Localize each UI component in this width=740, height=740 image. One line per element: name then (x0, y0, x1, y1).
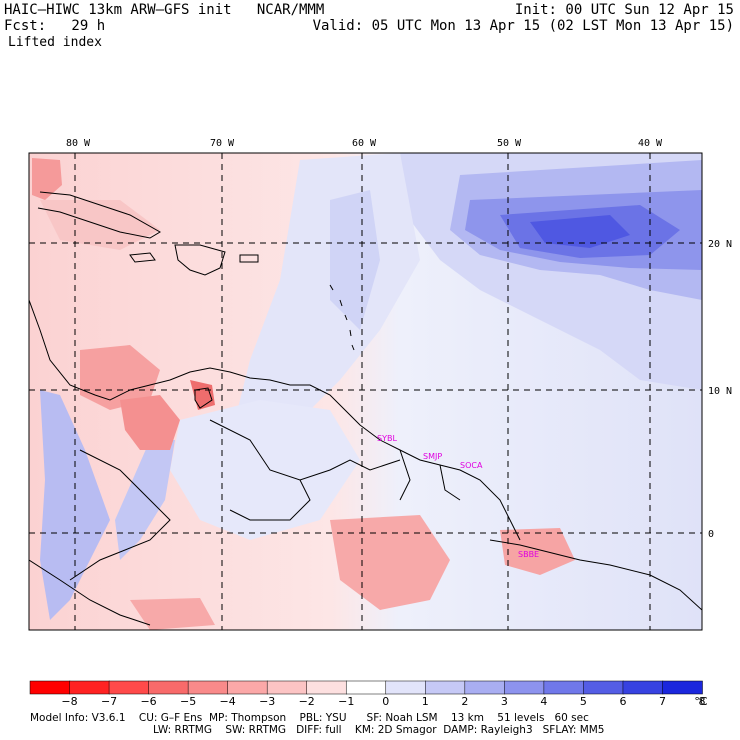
colorbar-label: 7 (659, 695, 666, 708)
init-time: Init: 00 UTC Sun 12 Apr 15 (514, 2, 734, 18)
colorbar-swatch (266, 680, 308, 695)
colorbar-swatch (306, 680, 347, 695)
colorbar-label: −1 (338, 695, 354, 708)
map-frame (28, 152, 703, 631)
lon-label-50w: 50 W (497, 138, 522, 149)
colorbar-label: 6 (619, 695, 626, 708)
colorbar-label: 8 (699, 695, 706, 708)
model-info-line2: LW: RRTMG SW: RRTMG DIFF: full KM: 2D Sm… (153, 724, 605, 736)
model-info-line1: Model Info: V3.6.1 CU: G–F Ens MP: Thomp… (30, 712, 589, 724)
colorbar-swatch (385, 680, 427, 695)
colorbar-swatch (227, 680, 268, 695)
colorbar-label: −7 (101, 695, 117, 708)
forecast-hour: Fcst: 29 h (4, 18, 106, 34)
colorbar-swatch (345, 680, 387, 695)
colorbar-swatch (29, 680, 71, 695)
colorbar-swatch (187, 680, 229, 695)
valid-time: Valid: 05 UTC Mon 13 Apr 15 (02 LST Mon … (312, 18, 734, 34)
colorbar-swatch (464, 680, 506, 695)
colorbar-unit: °C (694, 695, 708, 708)
lon-label-70w: 70 W (210, 138, 235, 149)
colorbar-swatch (504, 680, 545, 695)
lifted-index-field (29, 153, 702, 630)
model-title: HAIC–HIWC 13km ARW–GFS init NCAR/MMM (4, 2, 325, 18)
colorbar-label: −2 (299, 695, 315, 708)
colorbar-swatch (425, 680, 466, 695)
colorbar-label: −8 (61, 695, 77, 708)
station-smjp: SMJP (423, 452, 442, 461)
lon-label-40w: 40 W (638, 138, 663, 149)
lat-label-20n: 20 N (708, 239, 732, 250)
colorbar-label: −6 (140, 695, 156, 708)
colorbar-label: −3 (259, 695, 275, 708)
colorbar-label: 3 (501, 695, 508, 708)
lat-lon-grid (29, 153, 702, 630)
lon-label-80w: 80 W (66, 138, 91, 149)
station-sbbe: SBBE (518, 550, 539, 559)
field-name: Lifted index (8, 35, 102, 50)
colorbar-label: 5 (580, 695, 587, 708)
colorbar-swatch (69, 680, 110, 695)
lat-label-0: 0 (708, 529, 714, 540)
colorbar-label: 0 (382, 695, 389, 708)
station-sybl: SYBL (377, 434, 397, 443)
colorbar-swatch (148, 680, 189, 695)
colorbar: −8 −7 −6 −5 −4 −3 −2 −1 0 1 2 3 4 5 6 7 8°C (29, 680, 708, 708)
colorbar-label: −5 (180, 695, 196, 708)
colorbar-label: 2 (461, 695, 468, 708)
colorbar-label: −4 (220, 695, 236, 708)
colorbar-swatch (108, 680, 150, 695)
station-soca: SOCA (460, 461, 483, 470)
colorbar-swatch (662, 680, 703, 695)
colorbar-swatch (543, 680, 585, 695)
lat-label-10n: 10 N (708, 386, 732, 397)
colorbar-swatch (622, 680, 664, 695)
colorbar-label: 4 (540, 695, 547, 708)
colorbar-label: 1 (422, 695, 429, 708)
colorbar-swatch (583, 680, 624, 695)
lon-label-60w: 60 W (352, 138, 377, 149)
coastlines (29, 191, 702, 626)
